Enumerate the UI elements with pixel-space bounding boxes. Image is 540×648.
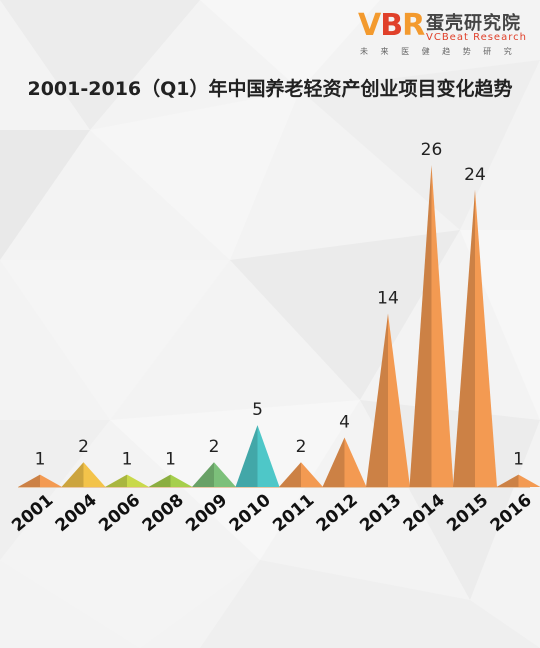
data-label: 24 <box>464 165 486 185</box>
x-tick-label: 2013 <box>356 490 405 536</box>
x-tick-label: 2014 <box>400 490 449 536</box>
brand-logo: VBR 蛋壳研究院 VCBeat Research 未 来 医 健 趋 势 研 … <box>358 6 528 56</box>
data-label: 1 <box>165 450 176 470</box>
x-tick-label: 2009 <box>182 490 231 536</box>
data-label: 1 <box>122 450 133 470</box>
x-tick-label: 2010 <box>226 490 275 536</box>
data-label: 4 <box>339 412 350 432</box>
brand-mark: VBR <box>358 8 425 43</box>
bar-2014 <box>409 165 454 487</box>
data-label: 1 <box>35 450 46 470</box>
data-label: 26 <box>421 140 443 160</box>
bar-2008 <box>148 474 193 487</box>
x-tick-label: 2001 <box>8 490 57 536</box>
x-tick-label: 2016 <box>487 490 536 536</box>
x-tick-label: 2006 <box>95 490 144 536</box>
bar-2012 <box>322 437 367 487</box>
data-label: 1 <box>513 450 524 470</box>
bar-2006 <box>105 474 149 487</box>
data-label: 5 <box>252 400 263 420</box>
bar-2011 <box>279 462 323 487</box>
bar-2015 <box>453 189 497 487</box>
bar-2016 <box>496 474 540 487</box>
chart-title: 2001-2016（Q1）年中国养老轻资产创业项目变化趋势 <box>27 78 513 100</box>
data-label: 14 <box>377 289 399 309</box>
brand-tagline: 未 来 医 健 趋 势 研 究 <box>360 47 517 56</box>
bar-2013 <box>366 313 410 487</box>
bar-2010 <box>235 425 280 487</box>
data-label: 2 <box>296 437 307 457</box>
brand-name-en: VCBeat Research <box>426 32 527 43</box>
x-tick-label: 2008 <box>139 490 188 536</box>
brand-name: 蛋壳研究院 <box>426 13 521 34</box>
x-tick-label: 2011 <box>269 490 318 536</box>
x-tick-label: 2012 <box>313 490 362 536</box>
bar-2001 <box>18 474 62 487</box>
bar-2009 <box>192 462 236 487</box>
bar-2004 <box>61 462 106 487</box>
data-label: 2 <box>78 437 89 457</box>
data-label: 2 <box>209 437 220 457</box>
x-tick-label: 2015 <box>443 490 492 536</box>
x-tick-label: 2004 <box>52 490 101 536</box>
